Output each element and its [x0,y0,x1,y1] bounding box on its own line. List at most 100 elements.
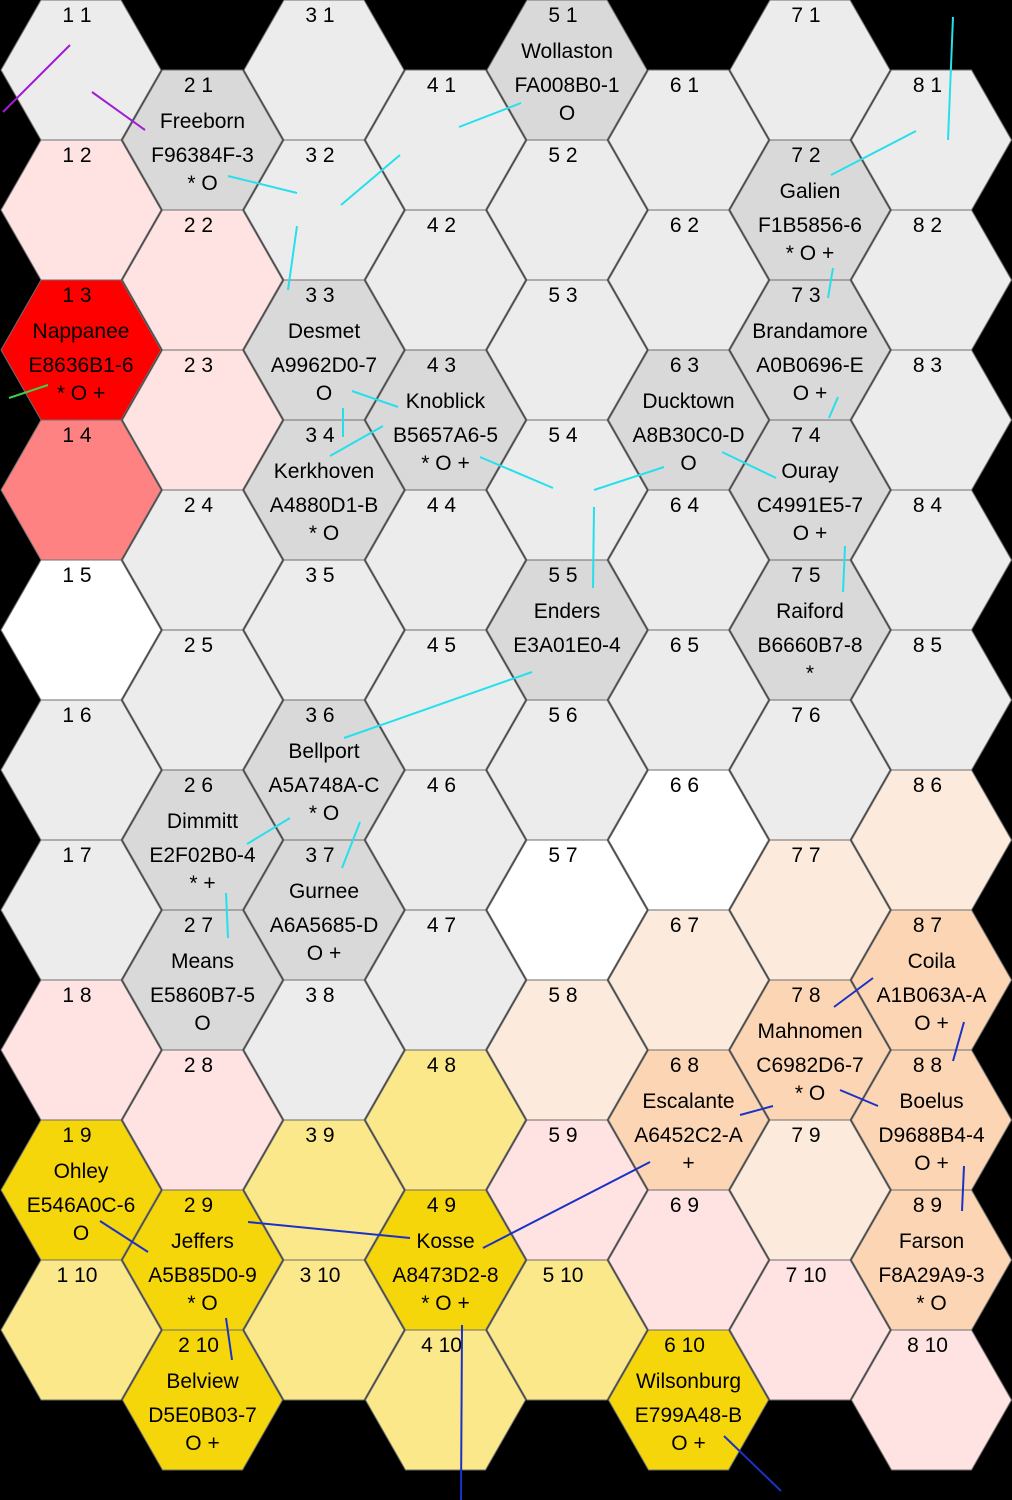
hex-coordinate: 4 4 [427,494,457,517]
hex-coordinate: 2 10 [178,1334,219,1357]
hex-coordinate: 4 5 [427,634,456,657]
hex-coordinate: 2 5 [184,634,213,657]
trade-route-segment [593,466,665,491]
hex-coordinate: 1 10 [57,1264,98,1287]
world-upp: C4991E5-7 [757,494,863,517]
world-upp: A0B0696-E [756,354,863,377]
world-upp: E799A48-B [635,1404,742,1427]
trade-route-segment [287,225,298,291]
hex-coordinate: 1 6 [62,704,91,727]
hex-coordinate: 1 4 [62,424,92,447]
world-bases: * O [916,1292,946,1315]
trade-route-segment [2,44,71,113]
hex-1-10[interactable] [0,1259,162,1401]
hex-coordinate: 4 8 [427,1054,456,1077]
world-name: Dimmitt [167,810,238,833]
trade-route-segment [225,1317,233,1361]
hex-coordinate: 7 8 [791,984,820,1007]
world-bases: O [559,102,575,125]
world-upp: A4880D1-B [270,494,379,517]
hex-coordinate: 2 9 [184,1194,213,1217]
world-bases: O + [793,522,827,545]
world-name: Knoblick [406,390,486,413]
trade-route-segment [739,1105,774,1116]
hex-coordinate: 6 8 [670,1054,699,1077]
hex-coordinate: 8 8 [913,1054,942,1077]
trade-route-segment [830,130,917,176]
hex-coordinate: 8 9 [913,1194,942,1217]
trade-route-segment [833,977,874,1008]
world-name: Kosse [416,1230,474,1253]
hex-coordinate: 7 3 [791,284,820,307]
world-name: Enders [534,600,601,623]
world-upp: A8B30C0-D [632,424,744,447]
hex-4-10[interactable] [364,1329,527,1471]
trade-route-segment [340,154,401,206]
world-bases: O + [185,1432,219,1455]
hex-coordinate: 3 4 [305,424,335,447]
world-upp: A6452C2-A [634,1124,743,1147]
hex-5-10[interactable] [486,1259,648,1401]
world-bases: O [73,1222,89,1245]
world-name: Bellport [288,740,359,763]
hex-coordinate: 3 8 [305,984,334,1007]
hex-coordinate: 5 4 [548,424,578,447]
world-name: Wollaston [521,40,613,63]
trade-route-segment [947,16,954,141]
hex-coordinate: 1 9 [62,1124,91,1147]
hex-coordinate: 7 7 [791,844,820,867]
hex-coordinate: 6 6 [670,774,699,797]
trade-routes [2,16,965,1500]
world-upp: C6982D6-7 [756,1054,863,1077]
world-bases: O + [307,942,341,965]
hex-coordinate: 3 1 [305,4,334,27]
hex-6-10[interactable] [607,1329,770,1471]
world-name: Raiford [776,600,844,623]
hex-coordinate: 1 7 [62,844,91,867]
hex-coordinate: 6 10 [664,1334,705,1357]
trade-route-segment [329,425,384,457]
trade-route-segment [351,390,399,408]
world-bases: * O + [421,452,469,475]
world-bases: O + [914,1012,948,1035]
hex-coordinate: 8 3 [913,354,942,377]
world-upp: B6660B7-8 [757,634,862,657]
trade-route-segment [479,456,554,489]
trade-route-segment [458,102,522,128]
world-name: Galien [780,180,841,203]
hex-coordinate: 3 6 [305,704,334,727]
trade-route-segment [592,506,595,589]
world-bases: * O + [421,1292,469,1315]
world-name: Mahnomen [757,1020,862,1043]
world-name: Coila [908,950,956,973]
hex-2-10[interactable] [121,1329,284,1471]
hex-coordinate: 3 10 [300,1264,341,1287]
world-bases: * [806,662,814,685]
world-bases: * O [187,1292,217,1315]
hex-coordinate: 3 3 [305,284,334,307]
world-bases: * O [309,522,339,545]
hex-3-10[interactable] [243,1259,405,1401]
hex-coordinate: 5 10 [543,1264,584,1287]
world-upp: A8473D2-8 [392,1264,498,1287]
hex-7-10[interactable] [729,1259,891,1401]
hex-coordinate: 1 1 [62,4,91,27]
world-upp: E2F02B0-4 [149,844,256,867]
world-name: Ducktown [642,390,734,413]
world-name: Nappanee [33,320,130,343]
hex-coordinate: 4 7 [427,914,456,937]
hex-coordinate: 6 1 [670,74,699,97]
world-upp: E546A0C-6 [27,1194,136,1217]
world-bases: O + [793,382,827,405]
hex-coordinate: 7 10 [786,1264,827,1287]
world-upp: D5E0B03-7 [148,1404,257,1427]
hex-coordinate: 1 3 [62,284,91,307]
world-name: Freeborn [160,110,245,133]
world-bases: * + [189,872,215,895]
hex-coordinate: 6 4 [670,494,700,517]
hex-coordinate: 8 4 [913,494,943,517]
hex-coordinate: 2 8 [184,1054,213,1077]
hex-coordinate: 4 1 [427,74,456,97]
world-name: Jeffers [171,1230,234,1253]
